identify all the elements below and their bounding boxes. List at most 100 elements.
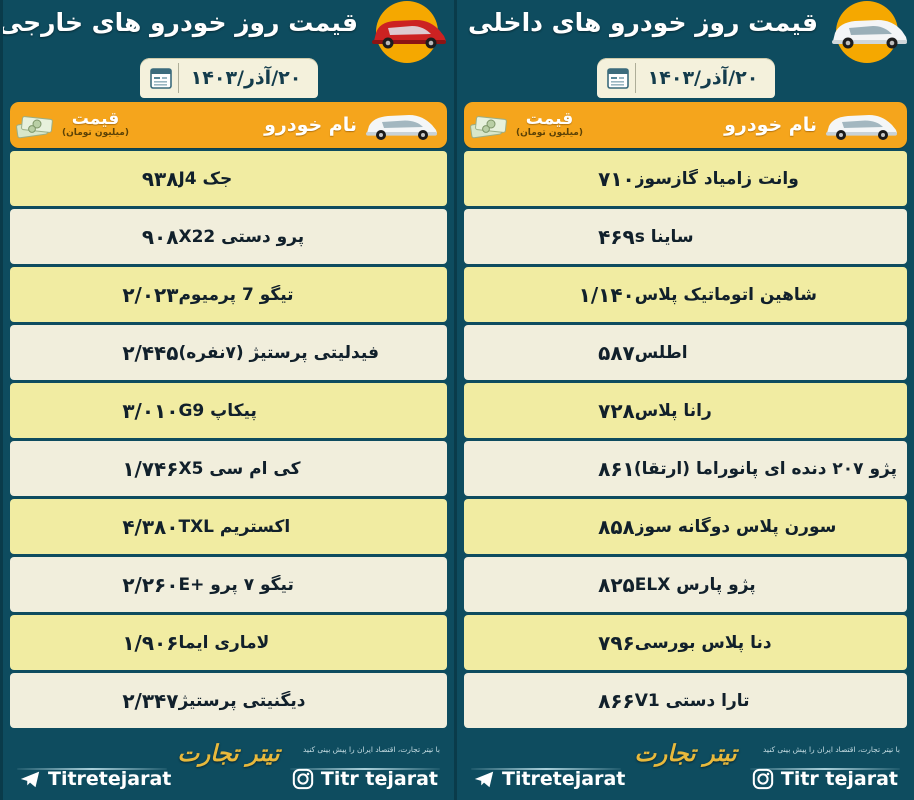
cell-car-name: لاماری ایما <box>178 632 270 653</box>
calendar-icon <box>601 58 635 98</box>
header-cell-car-name: نام خودرو <box>632 108 907 142</box>
price-table-domestic: نام خودرو قیمت (میلیون تومان) <box>457 102 914 728</box>
header-price-texts: قیمت (میلیون تومان) <box>516 109 583 139</box>
cell-car-name: وانت زامیاد گازسوز <box>634 168 799 189</box>
cell-car-name: فیدلیتی پرستیژ (۷نفره) <box>178 342 379 363</box>
footer-tagline: با تیتر تجارت، اقتصاد ایران را پیش بینی … <box>303 745 440 754</box>
date-chip-domestic[interactable]: ۲۰/آذر/۱۴۰۳ <box>596 58 775 98</box>
header-label-price: قیمت <box>525 109 574 130</box>
header-label-price-unit: (میلیون تومان) <box>516 128 583 139</box>
red-suv-glyph <box>372 20 446 49</box>
cell-car-name: پژو ۲۰۷ دنده ای پانوراما (ارتقا) <box>634 458 897 479</box>
cell-car-name: دیگنیتی پرستیژ <box>178 690 306 711</box>
table-row: پژو ۲۰۷ دنده ای پانوراما (ارتقا) ۸۶۱ <box>464 441 907 496</box>
date-text-foreign: ۲۰/آذر/۱۴۰۳ <box>190 67 302 89</box>
cell-car-name: رانا پلاس <box>634 400 712 421</box>
cell-car-name: دنا پلاس بورسی <box>634 632 772 653</box>
table-row: شاهین اتوماتیک پلاس ۱/۱۴۰ <box>464 267 907 322</box>
cell-price: ۸۲۵ <box>598 572 635 597</box>
cell-price: ۲/۳۴۷ <box>122 688 179 713</box>
divider <box>177 63 179 93</box>
banner-title-domestic: قیمت روز خودرو های داخلی <box>468 8 818 37</box>
cell-price: ۸۵۸ <box>598 514 635 539</box>
instagram-icon <box>292 768 314 790</box>
cell-car-name: سورن پلاس دوگانه سوز <box>634 516 837 537</box>
telegram-handle[interactable]: Titretejarat <box>473 768 625 790</box>
table-row: فیدلیتی پرستیژ (۷نفره) ۲/۴۴۵ <box>10 325 447 380</box>
cell-car-name: پیکاپ G9 <box>178 400 257 421</box>
table-row: تارا دستی V1 ۸۶۶ <box>464 673 907 728</box>
header-price-texts: قیمت (میلیون تومان) <box>62 111 129 139</box>
cell-car-name: ساینا s <box>634 226 694 247</box>
money-stack-icon <box>14 109 58 141</box>
banner-title-foreign: قیمت روز خودرو های خارجی <box>0 8 359 37</box>
cell-car-name: تیگو 7 پرمیوم <box>178 284 294 305</box>
table-row: سورن پلاس دوگانه سوز ۸۵۸ <box>464 499 907 554</box>
price-table-foreign: نام خودرو قیمت (میلیون تومان) <box>3 102 454 728</box>
cell-price: ۸۶۶ <box>598 688 635 713</box>
cell-price: ۳/۰۱۰ <box>122 398 179 423</box>
table-row: رانا پلاس ۷۲۸ <box>464 383 907 438</box>
instagram-handle-label: Titr tejarat <box>320 768 438 790</box>
cell-car-name: تارا دستی V1 <box>634 690 750 711</box>
red-suv-icon <box>366 0 452 72</box>
banner-domestic: قیمت روز خودرو های داخلی <box>457 0 914 63</box>
header-label-price-unit: (میلیون تومان) <box>62 128 129 139</box>
footer-handles: Titretejarat Titr tejarat <box>3 768 454 790</box>
white-hatchback-icon <box>826 0 912 72</box>
cell-price: ۲/۴۴۵ <box>122 340 179 365</box>
white-sedan-icon <box>363 108 441 142</box>
cell-price: ۹۰۸ <box>141 224 179 249</box>
table-row: لاماری ایما ۱/۹۰۶ <box>10 615 447 670</box>
table-row: پژو پارس ELX ۸۲۵ <box>464 557 907 612</box>
table-row: تیگو ۷ پرو +E ۲/۲۶۰ <box>10 557 447 612</box>
cell-price: ۱/۷۴۶ <box>122 456 179 481</box>
instagram-handle[interactable]: Titr tejarat <box>292 768 438 790</box>
telegram-handle[interactable]: Titretejarat <box>19 768 171 790</box>
table-row: تیگو 7 پرمیوم ۲/۰۲۳ <box>10 267 447 322</box>
cell-price: ۷۹۶ <box>598 630 635 655</box>
white-hatchback-glyph <box>832 20 907 49</box>
telegram-icon <box>474 771 494 788</box>
date-text-domestic: ۲۰/آذر/۱۴۰۳ <box>647 67 759 89</box>
table-row: جک J4 ۹۳۸ <box>10 151 447 206</box>
cell-price: ۴۶۹ <box>598 224 635 249</box>
cell-price: ۱/۱۴۰ <box>578 282 635 307</box>
telegram-icon <box>20 771 40 788</box>
header-cell-car-name: نام خودرو <box>176 108 447 142</box>
cell-price: ۴/۳۸۰ <box>122 514 179 539</box>
calendar-icon <box>144 58 178 98</box>
date-area-domestic: ۲۰/آذر/۱۴۰۳ <box>457 56 914 102</box>
telegram-handle-label: Titretejarat <box>502 768 626 790</box>
cell-car-name: پژو پارس ELX <box>634 574 756 595</box>
table-row: ساینا s ۴۶۹ <box>464 209 907 264</box>
cell-price: ۸۶۱ <box>598 456 635 481</box>
divider <box>634 63 636 93</box>
cell-car-name: کی ام سی X5 <box>178 458 301 479</box>
rows-container-domestic: وانت زامیاد گازسوز ۷۱۰ ساینا s ۴۶۹ شاهین اتو… <box>464 151 907 728</box>
header-label-car-name: نام خودرو <box>264 114 357 136</box>
instagram-handle[interactable]: Titr tejarat <box>752 768 898 790</box>
instagram-icon <box>752 768 774 790</box>
cell-price: ۷۱۰ <box>598 166 635 191</box>
header-label-car-name: نام خودرو <box>724 114 817 136</box>
table-row: پرو دستی X22 ۹۰۸ <box>10 209 447 264</box>
date-chip-foreign[interactable]: ۲۰/آذر/۱۴۰۳ <box>139 58 318 98</box>
cell-price: ۵۸۷ <box>598 340 635 365</box>
cell-car-name: جک J4 <box>178 168 233 189</box>
cell-car-name: پرو دستی X22 <box>178 226 305 247</box>
cell-price: ۲/۰۲۳ <box>122 282 179 307</box>
table-row: وانت زامیاد گازسوز ۷۱۰ <box>464 151 907 206</box>
cell-car-name: شاهین اتوماتیک پلاس <box>634 284 817 305</box>
table-header-domestic: نام خودرو قیمت (میلیون تومان) <box>464 102 907 148</box>
panel-domestic-cars: قیمت روز خودرو های داخلی ۲۰/آذر/۱۴۰۳ <box>457 0 914 800</box>
money-stack-icon <box>468 109 512 141</box>
date-area-foreign: ۲۰/آذر/۱۴۰۳ <box>3 56 454 102</box>
cell-price: ۱/۹۰۶ <box>122 630 179 655</box>
footer-tagline: با تیتر تجارت، اقتصاد ایران را پیش بینی … <box>763 745 900 754</box>
table-row: اطلس ۵۸۷ <box>464 325 907 380</box>
cell-price: ۹۳۸ <box>141 166 179 191</box>
table-row: پیکاپ G9 ۳/۰۱۰ <box>10 383 447 438</box>
table-header-foreign: نام خودرو قیمت (میلیون تومان) <box>10 102 447 148</box>
